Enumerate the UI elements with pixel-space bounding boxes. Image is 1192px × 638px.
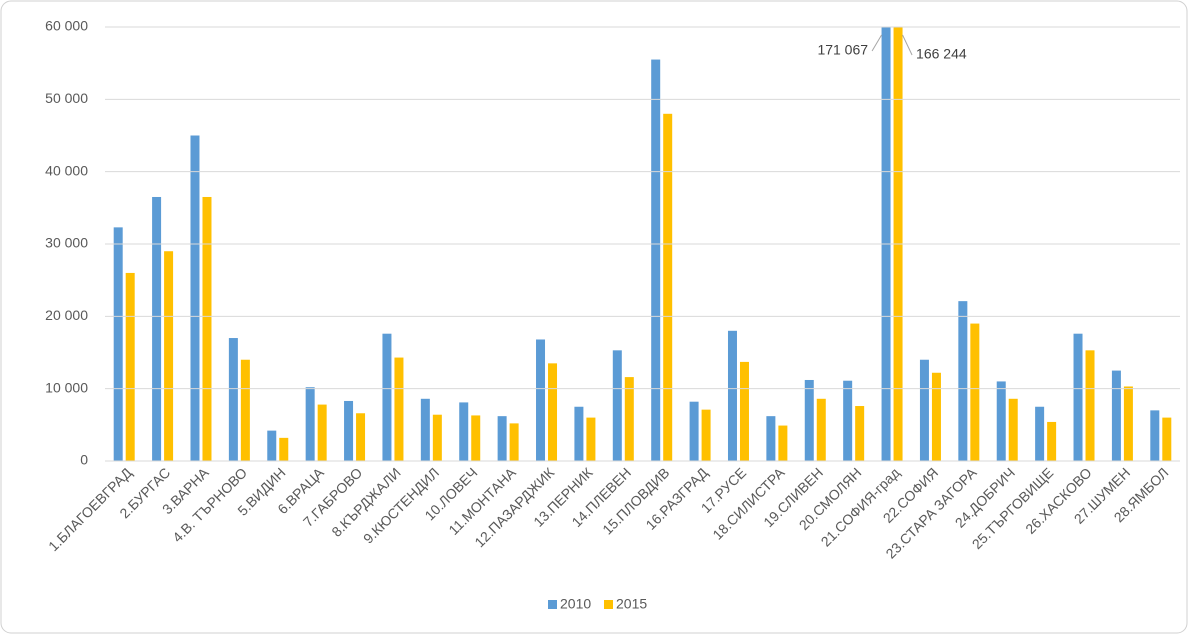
y-tick-label: 20 000 (45, 307, 88, 323)
bar (113, 227, 123, 461)
data-label: 166 244 (916, 46, 967, 62)
bar (1162, 417, 1172, 461)
bar (190, 135, 200, 461)
bar (1047, 421, 1057, 461)
bar (509, 423, 519, 461)
bar (228, 338, 238, 461)
bar (727, 330, 737, 461)
legend-swatch (548, 600, 557, 609)
label-leader (871, 34, 882, 52)
y-tick-label: 40 000 (45, 162, 88, 178)
bar (574, 406, 584, 461)
legend-label: 2015 (616, 596, 647, 612)
bar (1035, 406, 1045, 461)
bar (996, 381, 1006, 461)
y-tick-label: 50 000 (45, 90, 88, 106)
bar (739, 361, 749, 461)
bar (382, 333, 392, 461)
bar (919, 359, 929, 461)
bar (344, 400, 354, 461)
bar (586, 417, 596, 461)
bar (267, 430, 277, 461)
bar (881, 27, 891, 461)
bar (459, 402, 469, 461)
label-leader (902, 34, 913, 56)
bar (317, 404, 327, 461)
y-tick-label: 0 (80, 452, 88, 468)
bar (240, 359, 250, 461)
bar (778, 425, 788, 461)
bar (958, 301, 968, 461)
bar (855, 406, 865, 461)
bar (305, 387, 315, 461)
bar (624, 377, 634, 461)
bar (612, 350, 622, 461)
bar (701, 409, 711, 461)
bar (1085, 350, 1095, 461)
legend-swatch (604, 600, 613, 609)
bar (471, 415, 481, 461)
bar (125, 272, 135, 461)
bar (766, 416, 776, 461)
bar (548, 363, 558, 461)
legend-label: 2010 (560, 596, 591, 612)
y-tick-label: 60 000 (45, 18, 88, 34)
bar (651, 59, 661, 461)
bar (356, 413, 366, 461)
bar (394, 357, 404, 461)
bar (152, 196, 162, 461)
bar (497, 416, 507, 461)
bar (893, 27, 903, 461)
bar (689, 401, 699, 461)
bar (816, 398, 826, 461)
bar (432, 414, 442, 461)
bar (1150, 410, 1160, 461)
bar (202, 196, 212, 461)
bar (1008, 398, 1018, 461)
bar (279, 437, 289, 461)
bar (164, 251, 174, 461)
bar (1073, 333, 1083, 461)
bar (420, 398, 430, 461)
bar (536, 339, 546, 461)
data-label: 171 067 (817, 42, 868, 58)
bar (1123, 386, 1133, 461)
bar (663, 113, 673, 461)
bar (843, 380, 853, 461)
bar (970, 323, 980, 461)
bar (1111, 370, 1121, 461)
bar (804, 379, 814, 461)
bar (931, 372, 941, 461)
y-tick-label: 10 000 (45, 379, 88, 395)
y-tick-label: 30 000 (45, 235, 88, 251)
